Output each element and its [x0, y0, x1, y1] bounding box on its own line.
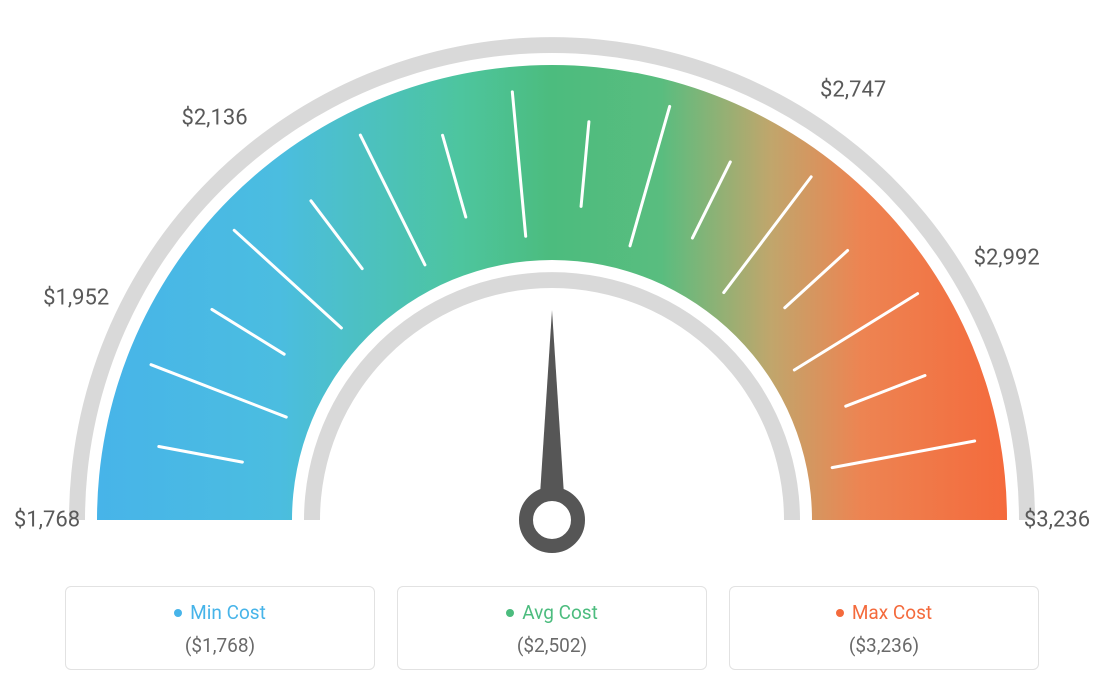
gauge-tick-label: $2,502 [519, 0, 585, 2]
gauge-svg [0, 0, 1104, 560]
gauge-tick-label: $2,747 [820, 77, 886, 102]
legend-card-min: Min Cost ($1,768) [65, 586, 375, 670]
legend-title-avg: Avg Cost [506, 601, 598, 624]
gauge-tick-label: $2,992 [974, 245, 1040, 270]
legend-title-max: Max Cost [836, 601, 932, 624]
gauge-tick-label: $1,952 [43, 286, 109, 311]
legend-row: Min Cost ($1,768) Avg Cost ($2,502) Max … [0, 586, 1104, 670]
legend-label-max: Max Cost [852, 601, 932, 624]
legend-value-avg: ($2,502) [406, 634, 698, 657]
gauge-tick-label: $3,236 [1024, 508, 1090, 533]
gauge-chart: $1,768 $1,952 $2,136 $2,502 $2,747 $2,992 $3,2… [0, 0, 1104, 560]
legend-label-avg: Avg Cost [522, 601, 598, 624]
legend-card-max: Max Cost ($3,236) [729, 586, 1039, 670]
legend-value-min: ($1,768) [74, 634, 366, 657]
legend-dot-avg [506, 609, 514, 617]
legend-dot-min [174, 609, 182, 617]
legend-dot-max [836, 609, 844, 617]
gauge-tick-label: $2,136 [181, 105, 247, 130]
legend-title-min: Min Cost [174, 601, 266, 624]
gauge-needle-hub [526, 494, 578, 546]
gauge-tick-label: $1,768 [14, 508, 80, 533]
legend-value-max: ($3,236) [738, 634, 1030, 657]
legend-card-avg: Avg Cost ($2,502) [397, 586, 707, 670]
legend-label-min: Min Cost [190, 601, 266, 624]
